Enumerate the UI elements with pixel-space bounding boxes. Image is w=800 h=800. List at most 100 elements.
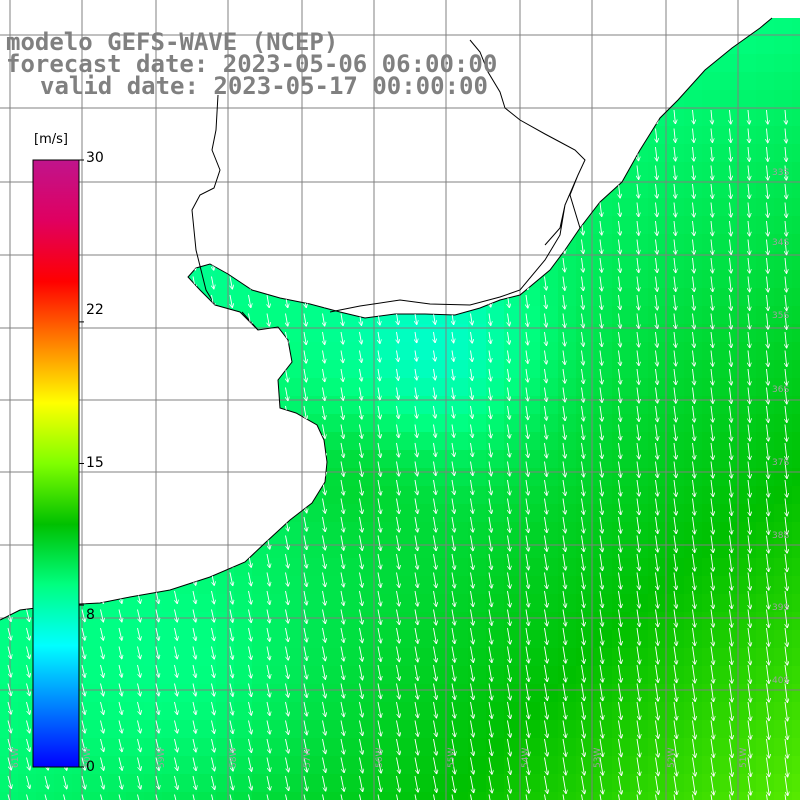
wind-arrow	[434, 239, 436, 252]
wind-cell	[396, 612, 415, 631]
wind-cell	[558, 108, 577, 127]
wind-cell	[0, 234, 19, 253]
wind-arrow	[285, 498, 289, 513]
wind-arrow	[230, 331, 232, 344]
wind-arrow	[767, 239, 769, 255]
wind-cell	[792, 108, 800, 127]
wind-cell	[756, 18, 775, 19]
wind-cell	[486, 270, 505, 289]
wind-cell	[360, 702, 379, 721]
wind-cell	[252, 612, 271, 631]
wind-cell	[72, 774, 91, 793]
wind-cell	[702, 36, 721, 55]
wind-arrow	[229, 461, 233, 475]
wind-cell	[216, 450, 235, 469]
wind-cell	[486, 288, 505, 307]
wind-cell	[450, 216, 469, 235]
wind-arrow	[304, 128, 306, 141]
wind-arrow	[323, 202, 325, 215]
wind-cell	[108, 702, 127, 721]
wind-cell	[126, 612, 145, 631]
wind-cell	[126, 180, 145, 199]
wind-cell	[630, 396, 649, 415]
colorbar-unit: [m/s]	[34, 132, 68, 147]
wind-cell	[162, 468, 181, 487]
wind-cell	[144, 306, 163, 325]
wind-cell	[450, 180, 469, 199]
wind-arrow	[100, 516, 104, 529]
wind-cell	[306, 558, 325, 577]
wind-cell	[0, 306, 19, 325]
wind-cell	[486, 396, 505, 415]
wind-cell	[414, 522, 433, 541]
wind-cell	[144, 594, 163, 613]
wind-cell	[684, 378, 703, 397]
wind-cell	[234, 468, 253, 487]
wind-cell	[108, 414, 127, 433]
wind-arrow	[212, 313, 214, 326]
wind-cell	[360, 378, 379, 397]
wind-cell	[738, 450, 757, 469]
wind-cell	[756, 252, 775, 271]
wind-cell	[702, 396, 721, 415]
wind-cell	[234, 522, 253, 541]
wind-cell	[198, 666, 217, 685]
wind-cell	[126, 792, 145, 800]
wind-cell	[576, 234, 595, 253]
wind-cell	[414, 558, 433, 577]
wind-cell	[0, 396, 19, 415]
wind-cell	[180, 738, 199, 757]
wind-cell	[594, 594, 613, 613]
wind-cell	[630, 18, 649, 37]
wind-cell	[306, 486, 325, 505]
wind-cell	[324, 414, 343, 433]
wind-arrow	[323, 128, 325, 141]
wind-cell	[774, 684, 793, 703]
wind-cell	[666, 180, 685, 199]
wind-arrow	[489, 165, 491, 179]
wind-cell	[702, 594, 721, 613]
wind-arrow	[489, 257, 491, 270]
wind-cell	[612, 720, 631, 739]
wind-arrow	[415, 146, 417, 159]
latitude-label: 35S	[772, 311, 789, 321]
wind-arrow	[175, 387, 178, 400]
wind-cell	[378, 18, 397, 19]
wind-arrow	[360, 294, 362, 307]
wind-arrow	[249, 239, 251, 252]
wind-arrow	[26, 498, 30, 511]
wind-arrow	[138, 165, 140, 177]
wind-cell	[594, 108, 613, 127]
wind-cell	[288, 540, 307, 559]
wind-arrow	[471, 128, 473, 142]
wind-cell	[792, 720, 800, 739]
wind-cell	[558, 720, 577, 739]
wind-cell	[378, 558, 397, 577]
wind-cell	[126, 324, 145, 343]
wind-cell	[162, 126, 181, 145]
wind-arrow	[693, 239, 695, 255]
wind-arrow	[323, 239, 325, 252]
wind-cell	[180, 180, 199, 199]
wind-arrow	[212, 368, 214, 382]
wind-cell	[216, 612, 235, 631]
wind-arrow	[27, 165, 29, 177]
wind-cell	[486, 684, 505, 703]
wind-cell	[396, 360, 415, 379]
wind-cell	[306, 648, 325, 667]
wind-cell	[216, 378, 235, 397]
wind-cell	[612, 558, 631, 577]
wind-arrow	[175, 368, 178, 381]
wind-cell	[594, 288, 613, 307]
wind-arrow	[192, 516, 196, 530]
wind-cell	[0, 360, 19, 379]
wind-arrow	[545, 165, 547, 179]
wind-arrow	[378, 109, 380, 122]
wind-arrow	[100, 442, 104, 455]
wind-cell	[216, 576, 235, 595]
wind-cell	[252, 792, 271, 800]
wind-cell	[630, 252, 649, 271]
wind-cell	[396, 288, 415, 307]
wind-cell	[378, 414, 397, 433]
wind-cell	[198, 648, 217, 667]
